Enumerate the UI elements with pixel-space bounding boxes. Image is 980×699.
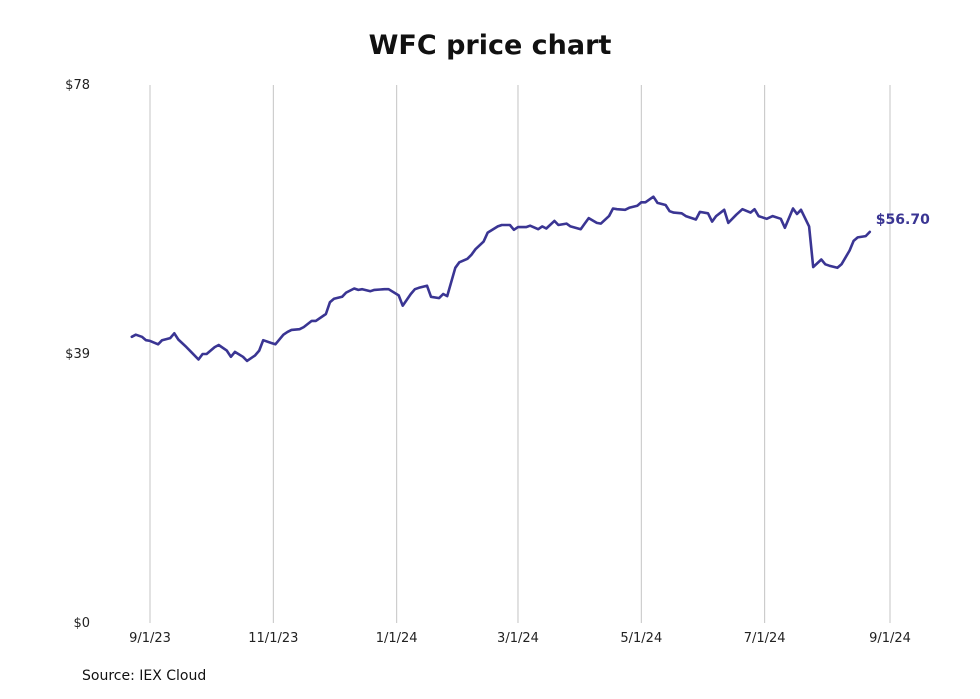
price-series: [130, 195, 872, 363]
end-value-label: $56.70: [876, 212, 930, 228]
x-tick-label: 7/1/24: [744, 631, 786, 646]
vertical-gridlines: [149, 85, 891, 623]
price-line: [130, 195, 872, 363]
source-note: Source: IEX Cloud: [82, 668, 207, 684]
x-tick-label: 9/1/24: [869, 631, 911, 646]
x-axis-tick-labels: 9/1/23 11/1/23 1/1/24 3/1/24 5/1/24 7/1/24 9/1…: [129, 631, 911, 646]
x-tick-label: 11/1/23: [248, 631, 298, 646]
end-value-label-group: $56.70: [876, 212, 930, 228]
y-tick-label: $0: [73, 616, 90, 631]
y-axis-tick-labels: $0 $39 $78: [65, 78, 90, 631]
chart-title: WFC price chart: [368, 30, 612, 61]
x-tick-label: 5/1/24: [620, 631, 662, 646]
x-tick-label: 1/1/24: [376, 631, 418, 646]
x-tick-label: 9/1/23: [129, 631, 171, 646]
x-tick-label: 3/1/24: [497, 631, 539, 646]
y-tick-label: $39: [65, 347, 90, 362]
y-tick-label: $78: [65, 78, 90, 93]
